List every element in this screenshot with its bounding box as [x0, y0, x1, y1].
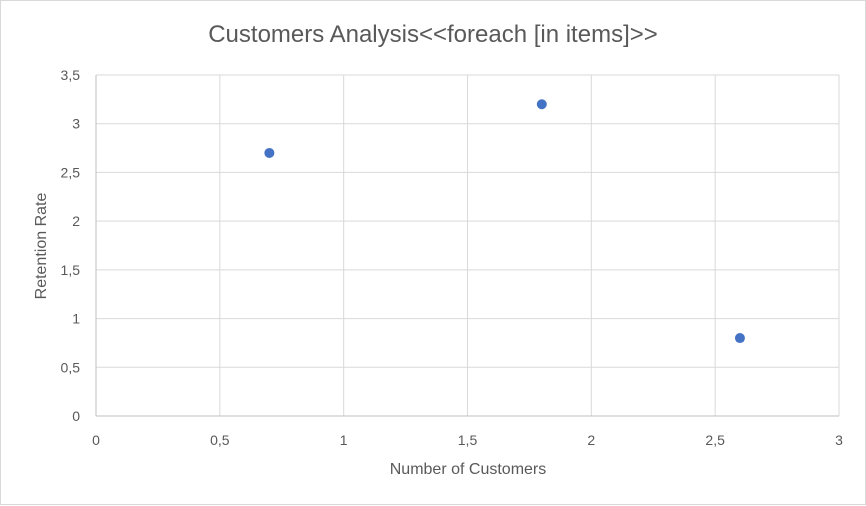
axes	[95, 75, 839, 417]
x-tick-label: 2,5	[705, 432, 725, 448]
y-tick-label: 2	[72, 213, 80, 229]
x-tick-label: 3	[835, 432, 843, 448]
y-axis-title: Retention Rate	[33, 193, 50, 300]
y-tick-label: 0	[72, 408, 80, 424]
tick-labels: 0 0,5 1 1,5 2 2,5 3 0 0,5 1 1,5 2 2,5 3 3,5	[61, 67, 844, 448]
chart-title: Customers Analysis<<foreach [in items]>>	[208, 21, 658, 48]
x-axis-title: Number of Customers	[390, 461, 547, 478]
x-tick-label: 0	[92, 432, 100, 448]
y-tick-label: 0,5	[61, 359, 81, 375]
y-tick-label: 1,5	[61, 262, 81, 278]
x-tick-label: 2	[587, 432, 595, 448]
grid-lines	[96, 74, 840, 416]
x-tick-label: 1	[340, 432, 348, 448]
y-tick-label: 2,5	[61, 164, 81, 180]
x-tick-label: 1,5	[458, 432, 478, 448]
y-tick-label: 1	[72, 311, 80, 327]
x-tick-label: 0,5	[210, 432, 230, 448]
y-tick-label: 3,5	[61, 67, 81, 83]
data-points	[264, 99, 745, 344]
data-point	[264, 147, 275, 158]
data-point	[536, 99, 547, 110]
y-tick-label: 3	[72, 116, 80, 132]
data-point	[734, 333, 745, 344]
